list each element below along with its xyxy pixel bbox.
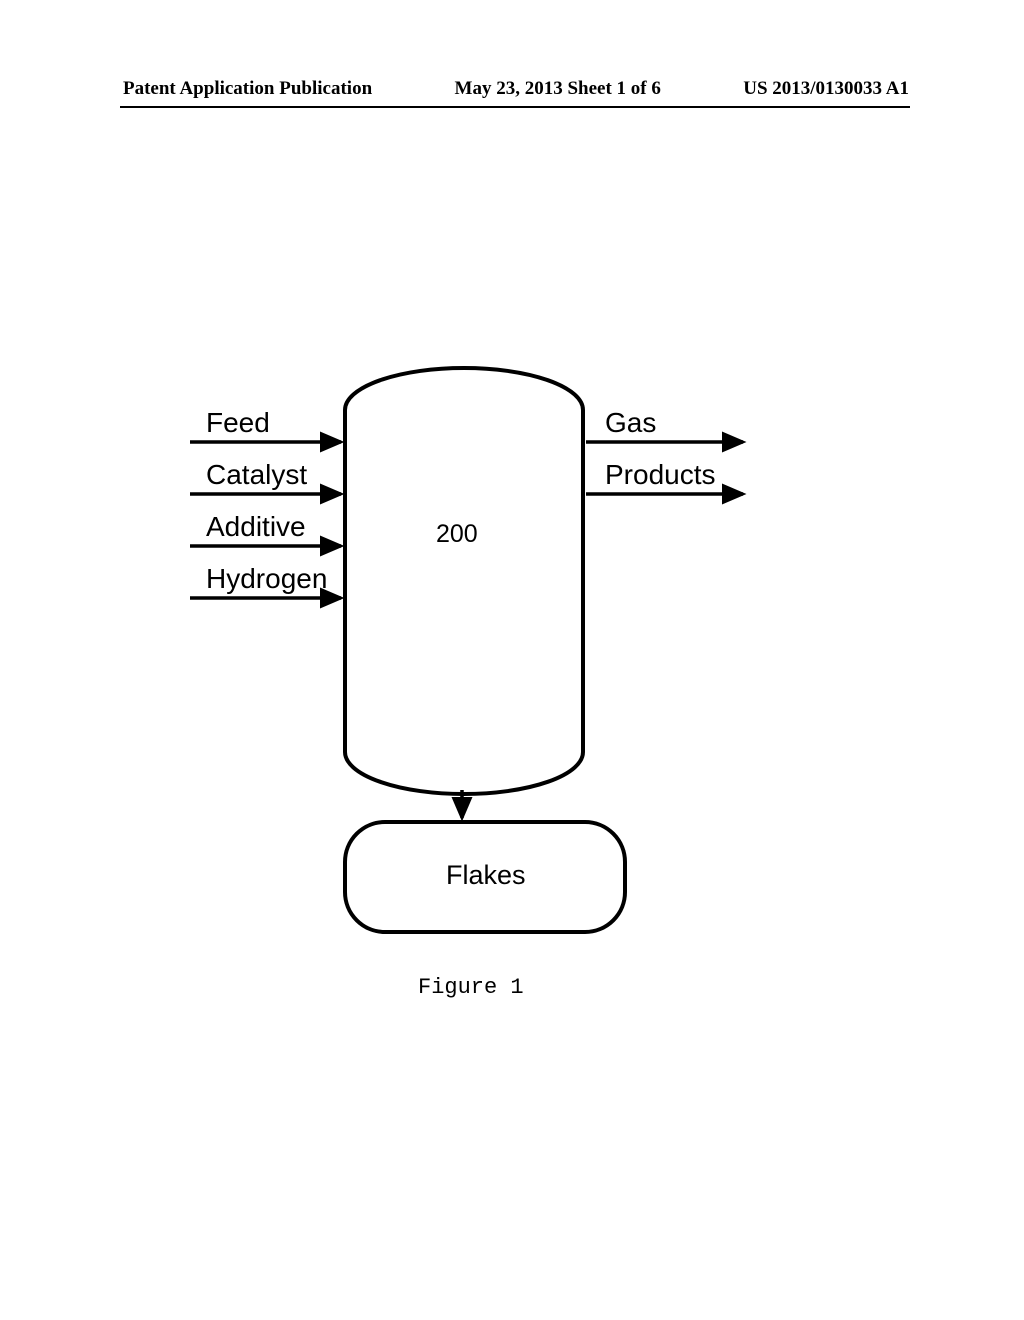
input-label-feed: Feed bbox=[206, 407, 270, 439]
output-label-gas: Gas bbox=[605, 407, 656, 439]
vessel-label: 200 bbox=[436, 520, 478, 549]
output-label-products: Products bbox=[605, 459, 716, 491]
input-label-hydrogen: Hydrogen bbox=[206, 563, 327, 595]
patent-page: { "header": { "left": "Patent Applicatio… bbox=[0, 0, 1024, 1320]
flakes-vessel-label: Flakes bbox=[446, 860, 526, 891]
diagram-svg bbox=[0, 0, 1024, 1320]
figure-caption: Figure 1 bbox=[418, 975, 524, 1000]
input-label-catalyst: Catalyst bbox=[206, 459, 307, 491]
input-label-additive: Additive bbox=[206, 511, 306, 543]
reactor-vessel bbox=[345, 368, 583, 794]
